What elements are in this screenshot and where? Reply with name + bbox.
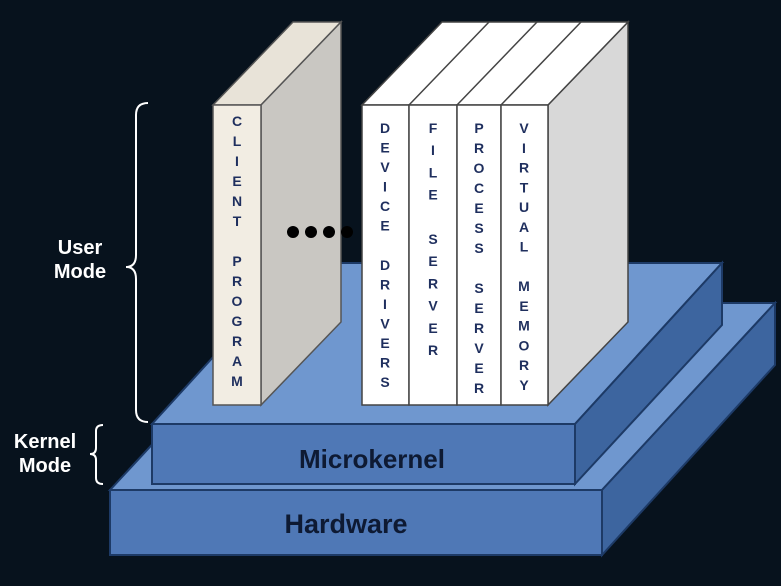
- spine-letter: G: [232, 313, 243, 329]
- spine-letter: P: [232, 253, 241, 269]
- ellipsis-dots: [287, 226, 353, 238]
- device-drivers-front: [361, 104, 410, 406]
- ellipsis-dot: [287, 226, 299, 238]
- spine-letter: P: [474, 120, 483, 136]
- spine-letter: O: [474, 160, 485, 176]
- spine-letter: E: [380, 140, 389, 156]
- spine-letter: O: [232, 293, 243, 309]
- spine-letter: Y: [519, 377, 529, 393]
- microkernel-label: Microkernel: [299, 444, 445, 474]
- spine-letter: S: [428, 231, 437, 247]
- kernel-mode-line2: Mode: [18, 455, 72, 477]
- spine-letter: R: [232, 333, 242, 349]
- spine-letter: M: [518, 318, 530, 334]
- spine-letter: R: [519, 357, 529, 373]
- spine-letter: T: [233, 213, 242, 229]
- hardware-layer-front: [109, 489, 603, 556]
- spine-letter: I: [522, 140, 526, 156]
- spine-letter: L: [429, 164, 438, 180]
- spine-letter: E: [428, 320, 437, 336]
- spine-letter: V: [519, 120, 529, 136]
- spine-letter: R: [380, 276, 390, 292]
- spine-letter: E: [474, 200, 483, 216]
- spine-letter: C: [380, 198, 390, 214]
- server-top-divider: [456, 21, 538, 106]
- spine-letter: R: [232, 273, 242, 289]
- spine-letter: R: [474, 140, 484, 156]
- microkernel-layer-front: [151, 423, 576, 485]
- spine-letter: L: [233, 133, 242, 149]
- spine-letter: E: [428, 187, 437, 203]
- spine-letter: V: [474, 340, 484, 356]
- client-program-front: [212, 104, 262, 406]
- spine-letter: V: [428, 298, 438, 314]
- spine-letter: N: [232, 193, 242, 209]
- ellipsis-dot: [305, 226, 317, 238]
- user-mode-line2: Mode: [53, 261, 107, 283]
- spine-letter: R: [474, 320, 484, 336]
- spine-letter: V: [380, 159, 390, 175]
- spine-letter: R: [428, 275, 438, 291]
- hardware-label: Hardware: [284, 509, 407, 539]
- spine-letter: S: [474, 280, 483, 296]
- spine-letter: I: [383, 296, 387, 312]
- spine-letter: D: [380, 120, 390, 136]
- user-mode-label: User Mode: [40, 236, 120, 284]
- spine-letter: C: [232, 113, 242, 129]
- ellipsis-dot: [341, 226, 353, 238]
- server-top-divider: [500, 21, 582, 106]
- kernel-mode-bracket: [89, 424, 104, 485]
- user-mode-bracket: [125, 102, 149, 423]
- spine-letter: A: [232, 353, 242, 369]
- spine-letter: R: [380, 354, 390, 370]
- spine-letter: U: [519, 199, 529, 215]
- spine-letter: D: [380, 257, 390, 273]
- spine-letter: O: [519, 337, 530, 353]
- spine-letter: E: [474, 300, 483, 316]
- ellipsis-dot: [323, 226, 335, 238]
- server-top-divider: [408, 21, 490, 106]
- spine-letter: C: [474, 180, 484, 196]
- spine-letter: R: [519, 160, 529, 176]
- spine-letter: E: [380, 335, 389, 351]
- spine-letter: R: [474, 380, 484, 396]
- spine-letter: E: [428, 253, 437, 269]
- user-mode-line1: User: [57, 237, 103, 259]
- spine-letter: S: [474, 220, 483, 236]
- spine-letter: I: [431, 142, 435, 158]
- spine-letter: F: [429, 120, 438, 136]
- spine-letter: E: [474, 360, 483, 376]
- spine-letter: E: [519, 298, 528, 314]
- virtual-memory-front: [500, 104, 549, 406]
- spine-letter: E: [232, 173, 241, 189]
- kernel-mode-line1: Kernel: [13, 431, 77, 453]
- spine-letter: L: [520, 239, 529, 255]
- spine-letter: M: [518, 278, 530, 294]
- spine-letter: S: [380, 374, 389, 390]
- spine-letter: A: [519, 219, 529, 235]
- spine-letter: S: [474, 240, 483, 256]
- spine-letter: I: [383, 179, 387, 195]
- kernel-mode-label: Kernel Mode: [2, 430, 88, 478]
- spine-letter: R: [428, 342, 438, 358]
- process-server-front: [456, 104, 502, 406]
- spine-letter: T: [520, 179, 529, 195]
- spine-letter: M: [231, 373, 243, 389]
- spine-letter: I: [235, 153, 239, 169]
- spine-letter: E: [380, 218, 389, 234]
- spine-letter: V: [380, 315, 390, 331]
